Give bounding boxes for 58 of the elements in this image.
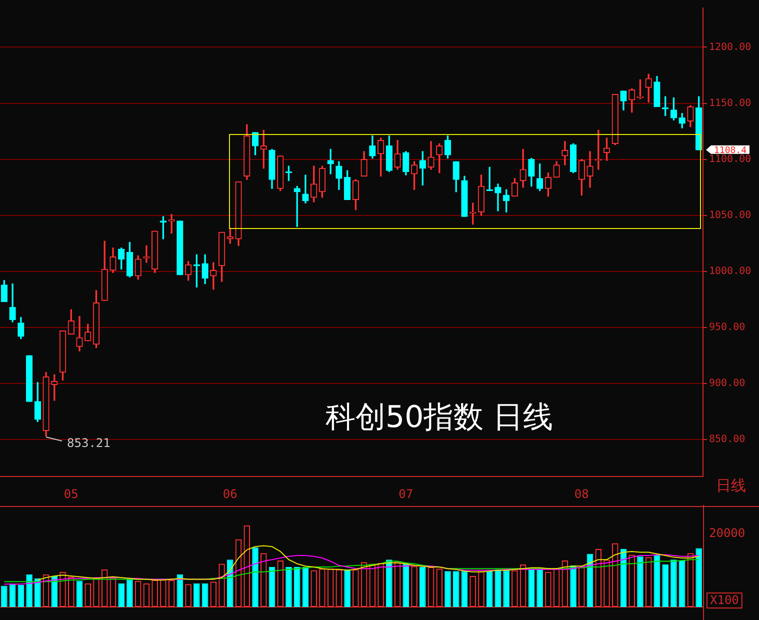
y-tick-label: 900.00 <box>709 378 746 390</box>
text: 日线 <box>716 476 746 494</box>
candlestick <box>302 174 309 204</box>
bar <box>294 566 300 607</box>
text: 1108.4 <box>714 146 747 156</box>
bar <box>268 566 276 607</box>
y-tick-label: 1150.00 <box>709 98 752 109</box>
text: X100 <box>710 593 739 608</box>
y-tick-label: 1000.00 <box>709 266 752 278</box>
y-tick-label: 950.00 <box>709 322 746 334</box>
bar <box>528 568 535 607</box>
x-tick-label: 07 <box>398 486 414 501</box>
y-tick-label: 1050.00 <box>709 210 752 221</box>
y-tick-label: 1200.00 <box>709 42 752 53</box>
bar <box>670 560 677 607</box>
x-tick-label: 06 <box>222 486 238 501</box>
x-tick-label: 08 <box>574 486 589 501</box>
bar <box>252 547 258 607</box>
candlestick <box>143 245 150 263</box>
y-tick-label: 1100.00 <box>709 154 752 165</box>
bar <box>1 586 8 607</box>
bar <box>344 569 350 607</box>
bar <box>678 560 686 607</box>
bar <box>227 560 234 607</box>
bar <box>26 574 32 607</box>
bar <box>194 583 200 607</box>
candlestick <box>327 148 334 174</box>
bar <box>76 580 83 607</box>
bar <box>494 569 502 607</box>
annotation: 853.21 <box>67 436 110 450</box>
bar <box>286 566 292 607</box>
bar <box>503 570 510 607</box>
bar <box>637 556 644 607</box>
bar <box>302 566 309 607</box>
bar <box>386 560 392 607</box>
y-tick-label: 850.00 <box>709 434 746 446</box>
candlestick <box>494 184 502 212</box>
text: 科创50指数 日线 <box>326 400 554 435</box>
bar <box>420 566 426 607</box>
bar <box>9 584 16 607</box>
bar <box>570 565 576 607</box>
bar <box>18 584 24 607</box>
bar <box>402 564 410 607</box>
text: 20000 <box>709 526 746 540</box>
bar <box>444 571 451 607</box>
bar <box>202 583 208 607</box>
candlestick <box>168 214 175 234</box>
bar <box>536 568 543 607</box>
bar <box>461 571 468 607</box>
bar <box>34 578 41 607</box>
bar <box>126 579 133 607</box>
x-tick-label: 05 <box>64 486 78 501</box>
bar <box>696 548 702 607</box>
bar <box>452 571 460 607</box>
bar <box>118 583 124 607</box>
bar <box>654 554 660 607</box>
bar <box>486 571 493 607</box>
bar <box>662 564 668 607</box>
